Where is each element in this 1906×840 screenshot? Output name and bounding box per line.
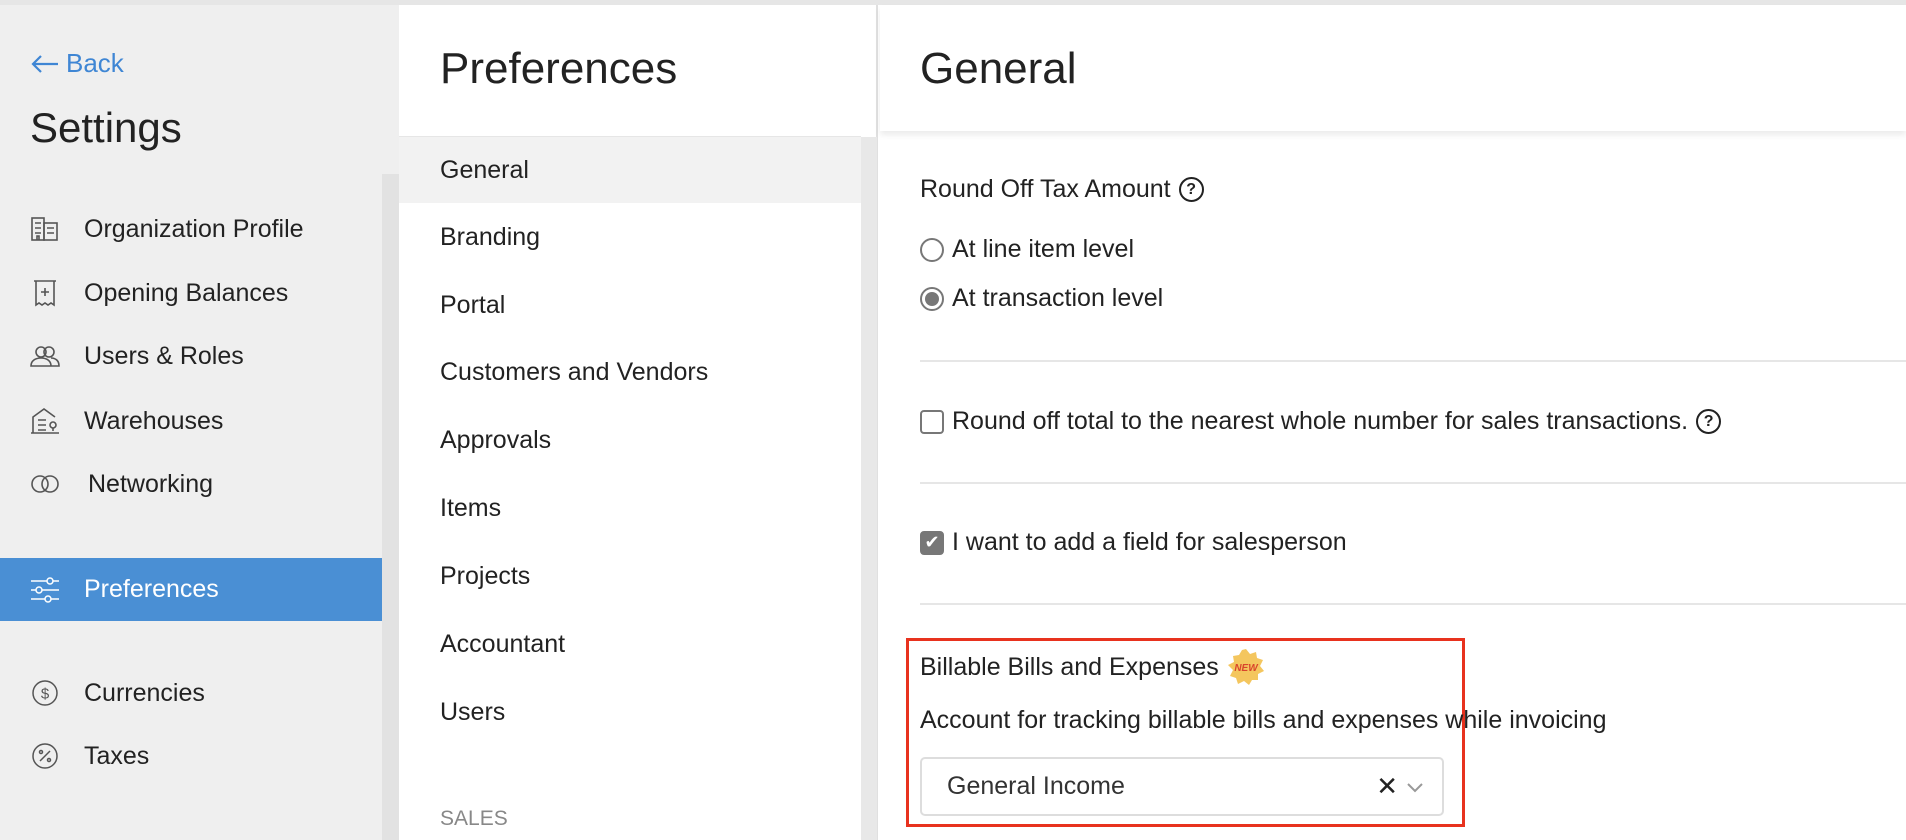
round-off-tax-text: Round Off Tax Amount [920, 175, 1171, 203]
settings-sidebar [0, 5, 399, 840]
pref-item-items[interactable]: Items [440, 493, 502, 522]
sidebar-item-taxes[interactable]: Taxes [0, 726, 382, 786]
divider [399, 136, 861, 137]
users-icon [28, 344, 62, 368]
sidebar-item-label: Users & Roles [84, 341, 244, 370]
pref-item-users[interactable]: Users [440, 697, 506, 726]
salesperson-checkbox-row[interactable]: ✔ I want to add a field for salesperson [920, 528, 1347, 557]
radio-button-selected[interactable] [920, 286, 944, 311]
pref-item-portal[interactable]: Portal [440, 290, 506, 319]
new-badge-icon: NEW [1227, 648, 1265, 686]
account-select-value: General Income [947, 772, 1125, 800]
sidebar-item-organization-profile[interactable]: Organization Profile [0, 199, 382, 259]
svg-text:$: $ [41, 686, 50, 703]
checkbox-label: I want to add a field for salesperson [952, 528, 1347, 556]
pref-item-approvals[interactable]: Approvals [440, 425, 552, 454]
pref-item-accountant[interactable]: Accountant [440, 629, 566, 658]
arrow-left-icon [31, 54, 58, 73]
svg-text:NEW: NEW [1234, 663, 1259, 674]
receipt-icon [28, 279, 62, 307]
sidebar-item-label: Networking [88, 469, 214, 498]
sidebar-item-currencies[interactable]: $ Currencies [0, 663, 382, 723]
preferences-scrollbar[interactable] [861, 137, 877, 840]
building-icon [28, 216, 62, 242]
pref-item-general[interactable]: General [399, 137, 861, 203]
checkbox-checked[interactable]: ✔ [920, 530, 944, 555]
sidebar-item-label: Taxes [84, 741, 150, 770]
account-select[interactable]: General Income ✕ [920, 757, 1444, 816]
settings-title: Settings [30, 104, 182, 151]
checkbox[interactable] [920, 409, 944, 434]
sidebar-item-networking[interactable]: Networking [0, 454, 382, 514]
dollar-icon: $ [28, 679, 62, 707]
sidebar-item-preferences[interactable]: Preferences [0, 558, 382, 621]
pref-item-branding[interactable]: Branding [440, 222, 541, 251]
general-header [880, 5, 1906, 131]
sidebar-item-label: Organization Profile [84, 214, 304, 243]
sidebar-item-users-roles[interactable]: Users & Roles [0, 326, 382, 386]
sidebar-item-label: Warehouses [84, 406, 224, 435]
sidebar-item-opening-balances[interactable]: Opening Balances [0, 263, 382, 323]
chevron-down-icon[interactable] [1406, 772, 1424, 801]
radio-line-item-level[interactable]: At line item level [920, 235, 1134, 264]
billable-description: Account for tracking billable bills and … [920, 706, 1607, 734]
sidebar-scrollbar[interactable] [382, 174, 399, 840]
page-title: General [920, 44, 1077, 93]
divider [920, 482, 1906, 484]
sliders-icon [28, 576, 62, 603]
sidebar-item-warehouses[interactable]: Warehouses [0, 391, 382, 451]
warehouse-icon [28, 407, 62, 435]
sidebar-item-label: Preferences [84, 575, 219, 603]
help-icon[interactable]: ? [1178, 177, 1204, 202]
radio-label: At transaction level [952, 284, 1164, 312]
highlight-box [906, 638, 1465, 827]
pref-item-projects[interactable]: Projects [440, 561, 531, 590]
preferences-title: Preferences [440, 44, 678, 93]
clear-icon[interactable]: ✕ [1376, 771, 1398, 801]
back-label: Back [66, 48, 124, 78]
sidebar-item-label: Currencies [84, 678, 205, 707]
top-border [0, 0, 1906, 5]
checkbox-label: Round off total to the nearest whole num… [952, 407, 1689, 435]
section-label-sales: SALES [440, 807, 508, 830]
help-icon[interactable]: ? [1696, 409, 1722, 434]
rings-icon [28, 474, 62, 494]
back-link[interactable]: Back [30, 48, 124, 79]
radio-button[interactable] [920, 237, 944, 262]
radio-transaction-level[interactable]: At transaction level [920, 284, 1163, 313]
billable-title: Billable Bills and Expenses [920, 652, 1219, 681]
divider [920, 360, 1906, 362]
sidebar-item-label: Opening Balances [84, 278, 289, 307]
round-off-tax-label: Round Off Tax Amount ? [920, 175, 1204, 204]
billable-title-row: Billable Bills and Expenses NEW [920, 648, 1265, 686]
round-off-total-checkbox-row[interactable]: Round off total to the nearest whole num… [920, 407, 1722, 436]
divider [920, 603, 1906, 605]
percent-icon [28, 742, 62, 770]
pref-item-customers-vendors[interactable]: Customers and Vendors [440, 357, 709, 386]
radio-label: At line item level [952, 235, 1135, 263]
